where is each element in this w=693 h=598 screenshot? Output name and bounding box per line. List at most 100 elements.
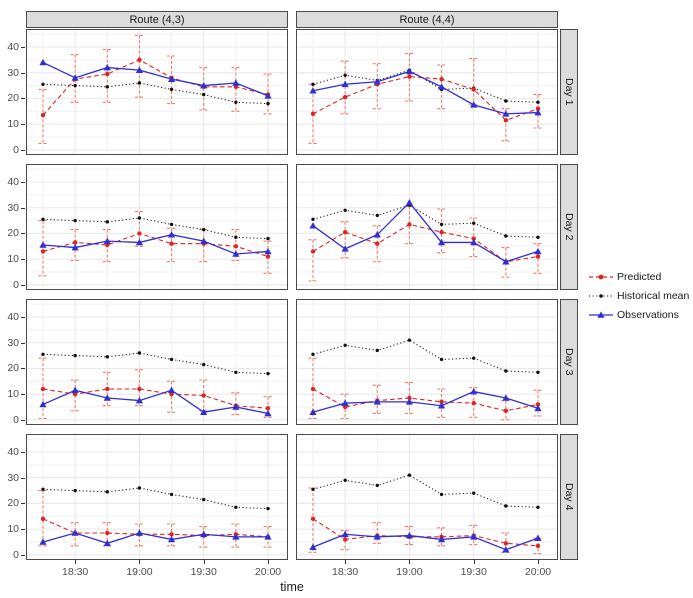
- observations-series: [309, 67, 542, 117]
- observation-point: [405, 67, 414, 75]
- observation-point: [405, 531, 414, 539]
- predicted-point: [503, 541, 509, 546]
- historical-mean-point: [202, 92, 206, 97]
- gridlines: [26, 434, 288, 560]
- y-tick-label: 30: [7, 336, 19, 349]
- x-tick-mark: [473, 560, 475, 564]
- historical-mean-point: [202, 227, 206, 232]
- observations-series: [309, 530, 542, 553]
- predicted-point: [137, 386, 142, 392]
- historical-mean-series: [41, 81, 270, 106]
- historical-mean-point: [311, 217, 315, 221]
- observation-point: [373, 231, 381, 238]
- historical-mean-point: [536, 370, 540, 374]
- x-tick-label: 20:00: [254, 566, 282, 578]
- facet-row-strip-day-3: Day 3: [560, 299, 578, 425]
- historical-mean-point: [41, 82, 45, 86]
- observation-point: [103, 237, 111, 244]
- panel-4-3-day-3: [26, 299, 288, 425]
- predicted-point: [310, 249, 316, 254]
- historical-mean-point: [41, 352, 45, 356]
- historical-mean-point: [234, 100, 238, 104]
- observations-key-icon: [589, 311, 613, 318]
- x-tick-mark: [409, 560, 411, 564]
- y-tick-label: 40: [7, 41, 19, 53]
- historical-mean-point: [169, 357, 174, 362]
- y-tick-label: 20: [7, 92, 19, 105]
- x-tick-label: 19:30: [190, 566, 217, 578]
- legend-label: Observations: [617, 309, 679, 321]
- historical-mean-point: [169, 87, 174, 92]
- observation-point: [264, 409, 272, 417]
- observation-point: [470, 533, 478, 540]
- y-tick-mark: [21, 47, 25, 48]
- x-tick-mark: [268, 560, 269, 564]
- y-tick-label: 40: [7, 446, 19, 458]
- observation-point: [39, 538, 47, 545]
- y-tick-mark: [21, 368, 25, 370]
- predicted-series: [40, 516, 271, 540]
- y-tick-label: 30: [7, 201, 19, 214]
- facet-row-strip-day-1: Day 1: [560, 29, 578, 155]
- historical-mean-point: [311, 352, 315, 356]
- observation-point: [200, 81, 208, 89]
- observation-point: [341, 399, 349, 406]
- observation-point: [135, 396, 144, 404]
- observation-point: [437, 535, 446, 543]
- observation-point: [341, 80, 349, 88]
- historical-mean-series: [41, 351, 270, 376]
- historical-mean-point: [343, 343, 347, 347]
- y-tick-label: 10: [7, 388, 19, 401]
- x-tick-mark: [75, 560, 77, 564]
- y-tick-mark: [21, 124, 25, 126]
- observation-point: [309, 408, 317, 415]
- observation-point: [373, 533, 381, 540]
- historical-mean-point: [536, 100, 540, 104]
- predicted-point: [439, 76, 444, 82]
- historical-mean-point: [343, 208, 347, 212]
- historical-mean-point: [504, 99, 508, 103]
- gridlines: [296, 434, 558, 560]
- gridlines: [26, 164, 288, 290]
- y-tick-mark: [21, 233, 25, 235]
- historical-mean-point: [105, 220, 109, 224]
- y-tick-mark: [21, 477, 25, 479]
- observation-point: [502, 110, 510, 117]
- y-tick-mark: [21, 342, 25, 344]
- historical-mean-point: [311, 487, 315, 491]
- predicted-point: [375, 241, 380, 246]
- predicted-point: [265, 254, 271, 259]
- predicted-point: [201, 393, 206, 398]
- historical-mean-point: [536, 505, 540, 509]
- predicted-point: [137, 231, 142, 236]
- predicted-point: [72, 240, 78, 245]
- y-tick-mark: [21, 149, 25, 151]
- observation-point: [103, 63, 111, 71]
- predicted-point: [342, 537, 348, 542]
- x-tick-label: 19:30: [460, 566, 487, 578]
- x-tick-label: 18:30: [332, 566, 359, 578]
- y-tick-label: 20: [7, 497, 19, 510]
- historical-mean-series: [41, 216, 270, 241]
- historical-mean-point: [439, 492, 444, 497]
- facet-row-label: Day 3: [563, 348, 575, 376]
- y-tick-mark: [21, 98, 25, 100]
- facet-col-label: Route (4,3): [129, 13, 185, 26]
- panel-4-3-day-4: [26, 434, 288, 560]
- observation-point: [437, 238, 446, 246]
- y-tick-mark: [21, 207, 25, 209]
- y-tick-label: 30: [7, 66, 19, 79]
- legend-label: Predicted: [617, 271, 662, 283]
- x-tick-mark: [345, 560, 347, 564]
- predicted-point: [407, 222, 412, 227]
- historical-mean-point: [234, 370, 238, 374]
- legend-item-historical-mean: Historical mean: [588, 289, 689, 303]
- observation-point: [470, 238, 478, 246]
- x-tick-mark: [203, 560, 205, 564]
- predicted-point: [535, 543, 541, 549]
- observation-point: [39, 241, 47, 248]
- y-tick-label: 0: [13, 143, 19, 156]
- x-tick-mark: [538, 560, 539, 564]
- panel-4-4-day-4: [296, 434, 558, 560]
